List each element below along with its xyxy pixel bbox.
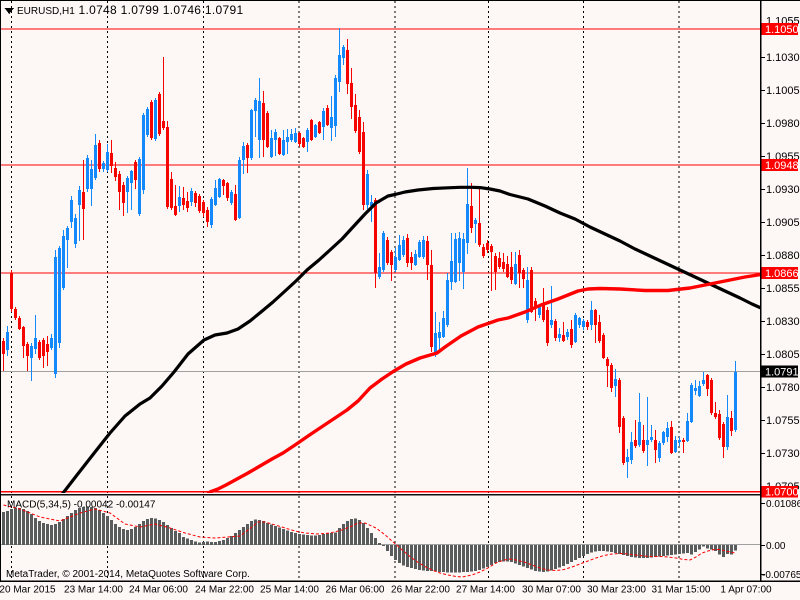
svg-text:MetaTrader, © 2001-2014, MetaQ: MetaTrader, © 2001-2014, MetaQuotes Soft… <box>6 569 250 580</box>
svg-text:1.1030: 1.1030 <box>766 52 800 64</box>
svg-text:0.00: 0.00 <box>766 541 786 552</box>
svg-text:0.01086: 0.01086 <box>766 499 800 510</box>
svg-text:1.0748 1.0799 1.0746 1.0791: 1.0748 1.0799 1.0746 1.0791 <box>79 3 244 17</box>
svg-text:1.0880: 1.0880 <box>766 250 800 262</box>
svg-text:1.0905: 1.0905 <box>766 217 800 229</box>
svg-text:1.0948: 1.0948 <box>765 160 799 172</box>
svg-text:1.0780: 1.0780 <box>766 382 800 394</box>
svg-text:30 Mar 23:00: 30 Mar 23:00 <box>587 585 646 596</box>
svg-text:26 Mar 22:00: 26 Mar 22:00 <box>391 585 450 596</box>
svg-text:1.0805: 1.0805 <box>766 349 800 361</box>
svg-text:1.1005: 1.1005 <box>766 85 800 97</box>
svg-text:1.0830: 1.0830 <box>766 316 800 328</box>
svg-text:EURUSD,H1: EURUSD,H1 <box>17 6 75 17</box>
svg-text:1.0730: 1.0730 <box>766 448 800 460</box>
svg-text:1.0855: 1.0855 <box>766 283 800 295</box>
svg-text:1.0755: 1.0755 <box>766 415 800 427</box>
svg-text:1.0866: 1.0866 <box>765 268 799 280</box>
svg-text:MACD(5,34,5) -0.00042 -0.00147: MACD(5,34,5) -0.00042 -0.00147 <box>7 500 156 511</box>
svg-text:23 Mar 14:00: 23 Mar 14:00 <box>64 585 123 596</box>
svg-text:30 Mar 07:00: 30 Mar 07:00 <box>522 585 581 596</box>
svg-text:1.0980: 1.0980 <box>766 118 800 130</box>
svg-text:1 Apr 07:00: 1 Apr 07:00 <box>720 585 772 596</box>
svg-text:1.0791: 1.0791 <box>765 366 799 378</box>
svg-text:1.0700: 1.0700 <box>765 487 799 499</box>
svg-text:24 Mar 06:00: 24 Mar 06:00 <box>129 585 188 596</box>
svg-text:27 Mar 14:00: 27 Mar 14:00 <box>456 585 515 596</box>
svg-text:26 Mar 06:00: 26 Mar 06:00 <box>326 585 385 596</box>
svg-text:24 Mar 22:00: 24 Mar 22:00 <box>195 585 254 596</box>
svg-text:1.0930: 1.0930 <box>766 184 800 196</box>
svg-text:25 Mar 14:00: 25 Mar 14:00 <box>260 585 319 596</box>
svg-text:1.1050: 1.1050 <box>765 24 799 36</box>
svg-text:-0.00765: -0.00765 <box>762 570 800 581</box>
svg-text:20 Mar 2015: 20 Mar 2015 <box>0 585 56 596</box>
svg-text:31 Mar 15:00: 31 Mar 15:00 <box>652 585 711 596</box>
